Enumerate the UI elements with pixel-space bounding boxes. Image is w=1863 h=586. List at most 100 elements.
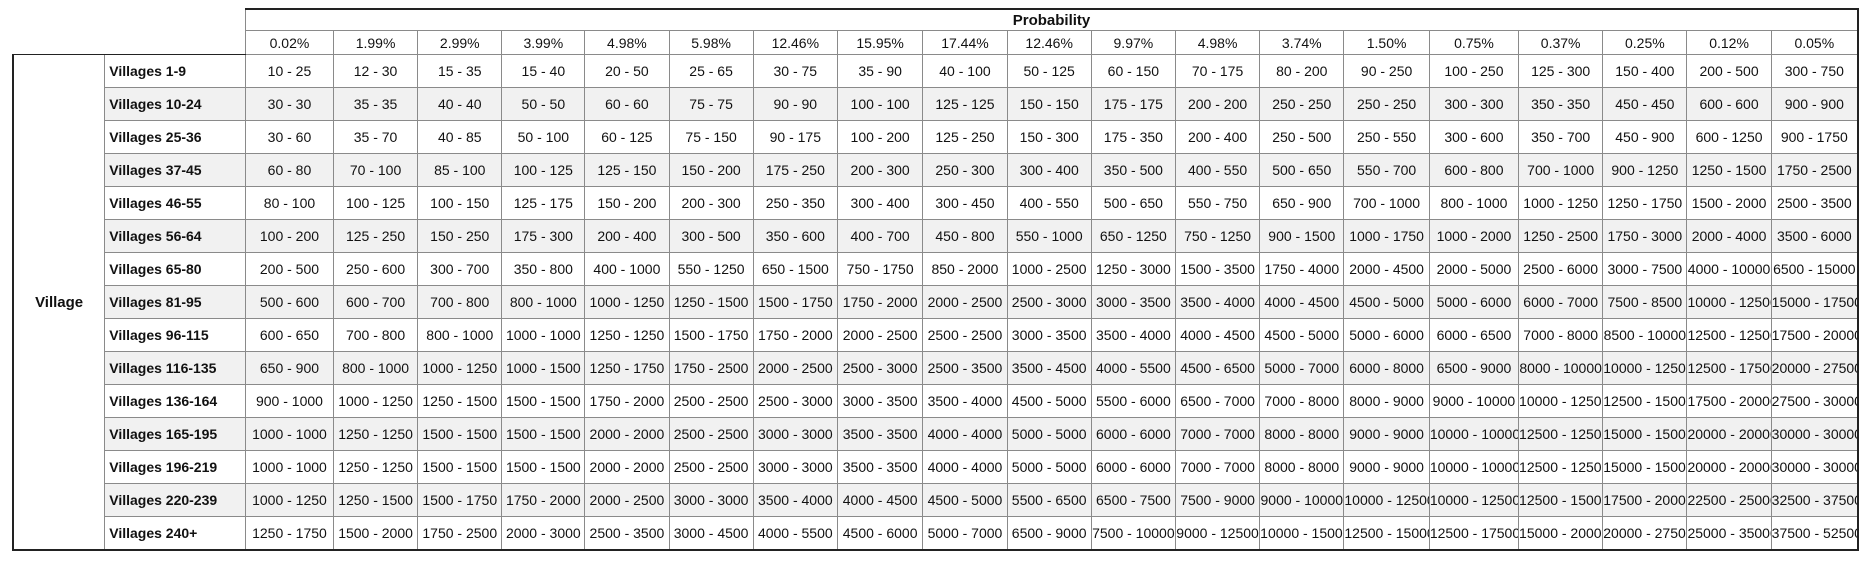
probability-header-cell: 2.99% — [417, 30, 503, 55]
range-cell: 175 - 175 — [1090, 87, 1176, 121]
table-row: Villages 136-164 900 - 1000 1000 - 1250 125… — [13, 384, 1859, 418]
range-cell: 2000 - 5000 — [1428, 252, 1520, 286]
row-label: Villages 10-24 — [104, 87, 246, 121]
range-cell: 3000 - 3500 — [1090, 285, 1176, 319]
range-cell: 150 - 200 — [668, 153, 754, 187]
range-cell: 500 - 650 — [1259, 153, 1345, 187]
probability-header-cell: 9.97% — [1090, 30, 1176, 55]
range-cell: 10000 - 15000 — [1259, 516, 1345, 551]
range-cell: 2500 - 3500 — [584, 516, 670, 551]
range-cell: 3000 - 3000 — [752, 450, 838, 484]
range-cell: 20000 - 20000 — [1686, 450, 1772, 484]
range-cell: 27500 - 30000 — [1770, 384, 1859, 418]
range-cell: 6000 - 6000 — [1090, 417, 1176, 451]
range-cell: 200 - 400 — [584, 219, 670, 253]
range-cell: 15000 - 17500 — [1770, 285, 1859, 319]
range-cell: 400 - 700 — [836, 219, 924, 253]
table-row: Villages 196-219 1000 - 1000 1250 - 1250 15… — [13, 450, 1859, 484]
range-cell: 100 - 100 — [836, 87, 924, 121]
range-cell: 3000 - 3000 — [668, 483, 754, 517]
range-cell: 3500 - 3500 — [836, 450, 924, 484]
range-cell: 1500 - 1750 — [668, 318, 754, 352]
range-cell: 1500 - 1500 — [417, 450, 503, 484]
range-cell: 90 - 90 — [752, 87, 838, 121]
range-cell: 60 - 60 — [584, 87, 670, 121]
table-row: Villages 37-45 60 - 80 70 - 100 85 - 100 100… — [13, 153, 1859, 187]
range-cell: 20 - 50 — [584, 54, 670, 88]
range-cell: 8500 - 10000 — [1602, 318, 1688, 352]
range-cell: 200 - 200 — [1174, 87, 1261, 121]
range-cell: 1000 - 1250 — [1518, 186, 1604, 220]
row-label: Villages 220-239 — [104, 483, 246, 517]
range-cell: 7000 - 7000 — [1174, 450, 1261, 484]
range-cell: 300 - 700 — [417, 252, 503, 286]
range-cell: 2000 - 4500 — [1343, 252, 1430, 286]
range-cell: 300 - 300 — [1428, 87, 1520, 121]
range-cell: 1500 - 1750 — [752, 285, 838, 319]
range-cell: 20000 - 20000 — [1686, 417, 1772, 451]
range-cell: 250 - 250 — [1343, 87, 1430, 121]
range-cell: 4500 - 5000 — [1343, 285, 1430, 319]
range-cell: 6000 - 6500 — [1428, 318, 1520, 352]
range-cell: 25 - 65 — [668, 54, 754, 88]
row-label: Villages 1-9 — [104, 54, 246, 88]
range-cell: 250 - 350 — [752, 186, 838, 220]
range-cell: 600 - 700 — [332, 285, 419, 319]
range-cell: 1250 - 3000 — [1090, 252, 1176, 286]
range-cell: 32500 - 37500 — [1770, 483, 1859, 517]
range-cell: 1000 - 1750 — [1343, 219, 1430, 253]
probability-header-cell: 0.02% — [244, 30, 334, 55]
range-cell: 7000 - 8000 — [1518, 318, 1604, 352]
range-cell: 2000 - 3000 — [501, 516, 586, 551]
range-cell: 12500 - 12500 — [1686, 318, 1772, 352]
range-cell: 70 - 175 — [1174, 54, 1261, 88]
range-cell: 2000 - 2500 — [584, 483, 670, 517]
range-cell: 15 - 40 — [501, 54, 586, 88]
range-cell: 12500 - 17500 — [1686, 351, 1772, 385]
probability-header-row: 0.02% 1.99% 2.99% 3.99% 4.98% 5.98% 12.46% 15.9… — [13, 30, 1859, 55]
range-cell: 30 - 60 — [244, 120, 334, 154]
village-probability-table: Probability 0.02% 1.99% 2.99% 3.99% 4.98% 5.9… — [12, 8, 1859, 551]
range-cell: 10000 - 12500 — [1343, 483, 1430, 517]
range-cell: 1000 - 1250 — [584, 285, 670, 319]
range-cell: 100 - 150 — [417, 186, 503, 220]
range-cell: 350 - 800 — [501, 252, 586, 286]
range-cell: 5000 - 6000 — [1428, 285, 1520, 319]
range-cell: 4000 - 10000 — [1686, 252, 1772, 286]
probability-header-cell: 0.25% — [1602, 30, 1688, 55]
range-cell: 2000 - 2000 — [584, 450, 670, 484]
range-cell: 500 - 650 — [1090, 186, 1176, 220]
range-cell: 1000 - 1000 — [244, 417, 334, 451]
range-cell: 12500 - 12500 — [1518, 450, 1604, 484]
probability-header-cell: 4.98% — [1174, 30, 1261, 55]
range-cell: 10000 - 12500 — [1518, 384, 1604, 418]
range-cell: 2500 - 2500 — [922, 318, 1008, 352]
row-label: Villages 96-115 — [104, 318, 246, 352]
range-cell: 400 - 550 — [1174, 153, 1261, 187]
probability-header-cell: 3.99% — [501, 30, 586, 55]
range-cell: 800 - 1000 — [417, 318, 503, 352]
range-cell: 15 - 35 — [417, 54, 503, 88]
range-cell: 75 - 150 — [668, 120, 754, 154]
probability-header-cell: 0.12% — [1686, 30, 1772, 55]
probability-header-cell: 5.98% — [668, 30, 754, 55]
range-cell: 2500 - 3000 — [1006, 285, 1092, 319]
table-row: Villages 25-36 30 - 60 35 - 70 40 - 85 50 - … — [13, 120, 1859, 154]
range-cell: 6500 - 7500 — [1090, 483, 1176, 517]
range-cell: 3500 - 4000 — [922, 384, 1008, 418]
range-cell: 8000 - 10000 — [1518, 351, 1604, 385]
range-cell: 1250 - 1250 — [332, 450, 419, 484]
row-label: Villages 116-135 — [104, 351, 246, 385]
range-cell: 1250 - 2500 — [1518, 219, 1604, 253]
range-cell: 10000 - 12500 — [1602, 351, 1688, 385]
range-cell: 300 - 600 — [1428, 120, 1520, 154]
range-cell: 5000 - 7000 — [922, 516, 1008, 551]
table-row: Villages 56-64 100 - 200 125 - 250 150 - 25… — [13, 219, 1859, 253]
range-cell: 550 - 700 — [1343, 153, 1430, 187]
range-cell: 100 - 250 — [1428, 54, 1520, 88]
range-cell: 125 - 125 — [922, 87, 1008, 121]
range-cell: 2000 - 4000 — [1686, 219, 1772, 253]
range-cell: 6500 - 9000 — [1428, 351, 1520, 385]
range-cell: 15000 - 20000 — [1518, 516, 1604, 551]
range-cell: 35 - 70 — [332, 120, 419, 154]
